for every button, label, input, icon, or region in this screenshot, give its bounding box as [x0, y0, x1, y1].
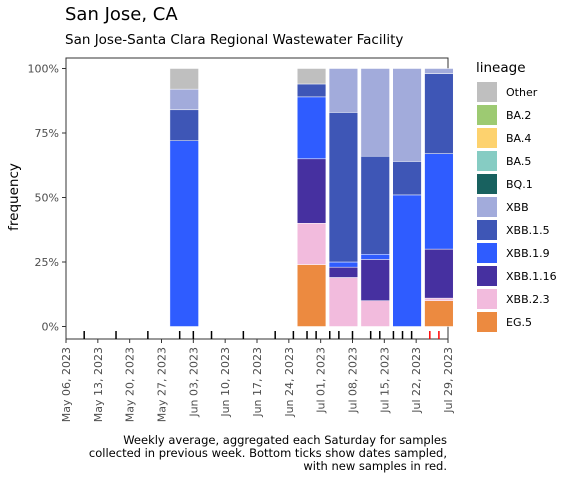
x-tick-label: May 13, 2023 [92, 347, 105, 422]
legend-label: XBB [506, 201, 529, 214]
caption-line-2: collected in previous week. Bottom ticks… [89, 446, 447, 460]
legend-swatch [477, 312, 497, 332]
legend-label: EG.5 [506, 316, 532, 329]
bar-segment [169, 68, 199, 90]
legend-label: Other [506, 86, 538, 99]
bar-segment [424, 300, 454, 327]
legend: lineage Other BA.2 BA.4 BA.5 BQ.1 XBB XBB.1.5 X… [476, 60, 557, 332]
legend-label: XBB.1.9 [506, 247, 550, 260]
bar-segment [328, 68, 358, 113]
bar-segment [328, 112, 358, 263]
legend-swatch [477, 151, 497, 171]
x-tick-label: Jul 08, 2023 [347, 347, 360, 414]
bar-segment [392, 194, 422, 327]
x-tick-label: Jul 22, 2023 [410, 347, 423, 414]
chart-subtitle: San Jose-Santa Clara Regional Wastewater… [65, 32, 403, 48]
legend-swatch [477, 243, 497, 263]
bar-segment [169, 140, 199, 327]
bar-segment [296, 68, 327, 85]
bar-segment [296, 158, 327, 224]
caption-line-1: Weekly average, aggregated each Saturday… [123, 433, 447, 447]
x-tick-label: Jun 17, 2023 [251, 347, 264, 418]
bar-segment [424, 68, 454, 74]
legend-swatch [477, 174, 497, 194]
y-tick-label: 100% [28, 63, 59, 76]
bar-segment [360, 68, 390, 157]
bar-segment [424, 248, 454, 299]
x-tick-label: Jul 01, 2023 [315, 347, 328, 414]
x-tick-label: May 20, 2023 [124, 347, 137, 422]
bar-segment [360, 254, 390, 260]
bar-segment [424, 297, 454, 301]
bar-stack [424, 68, 454, 327]
bar-segment [169, 88, 199, 111]
x-axis: May 06, 2023 May 13, 2023 May 20, 2023 May … [60, 339, 455, 422]
x-tick-label: May 06, 2023 [60, 347, 73, 422]
bar-segment [296, 96, 327, 160]
bar-stack [360, 68, 390, 327]
caption-line-3: with new samples in red. [303, 459, 447, 473]
legend-swatch [477, 197, 497, 217]
legend-title: lineage [476, 60, 526, 76]
y-axis-label: frequency [6, 163, 22, 231]
legend-swatch [477, 220, 497, 240]
y-tick-label: 75% [35, 127, 59, 140]
legend-label: XBB.2.3 [506, 293, 550, 306]
x-tick-label: Jun 03, 2023 [187, 347, 200, 418]
bar-segment [360, 300, 390, 327]
legend-label: BA.2 [506, 109, 531, 122]
bar-segment [424, 73, 454, 154]
legend-label: BA.5 [506, 155, 531, 168]
bar-segment [360, 259, 390, 301]
panel-border [65, 57, 449, 340]
bar-segment [424, 153, 454, 250]
y-tick-label: 50% [35, 192, 59, 205]
bar-segment [328, 266, 358, 278]
legend-swatch [477, 105, 497, 125]
x-tick-label: Jul 29, 2023 [442, 347, 455, 414]
legend-swatch [477, 266, 497, 286]
bar-segment [296, 223, 327, 265]
bar-stack [392, 68, 422, 327]
y-tick-label: 25% [35, 256, 59, 269]
legend-swatch [477, 82, 497, 102]
legend-label: XBB.1.16 [506, 270, 557, 283]
x-tick-label: Jun 10, 2023 [219, 347, 232, 418]
y-axis: 0% 25% 50% 75% 100% [28, 63, 66, 334]
bar-segment [360, 155, 390, 255]
bar-stack [169, 68, 199, 327]
bar-segment [392, 68, 422, 162]
bar-segment [328, 261, 358, 268]
chart-title: San Jose, CA [65, 4, 178, 25]
bar-stack [296, 68, 327, 327]
plot-area [65, 57, 454, 340]
bar-segment [169, 109, 199, 141]
bar-segment [296, 83, 327, 98]
sample-date-ticks [83, 331, 440, 339]
legend-label: XBB.1.5 [506, 224, 550, 237]
legend-swatch [477, 289, 497, 309]
bar-stack [328, 68, 358, 327]
caption: Weekly average, aggregated each Saturday… [89, 433, 447, 473]
y-tick-label: 0% [42, 321, 59, 334]
legend-label: BQ.1 [506, 178, 533, 191]
x-tick-label: Jul 15, 2023 [378, 347, 391, 414]
legend-swatch [477, 128, 497, 148]
bar-segment [328, 277, 358, 327]
legend-label: BA.4 [506, 132, 531, 145]
x-tick-label: Jun 24, 2023 [283, 347, 296, 418]
bar-segment [296, 264, 327, 327]
x-tick-label: May 27, 2023 [156, 347, 169, 422]
bar-segment [392, 161, 422, 196]
